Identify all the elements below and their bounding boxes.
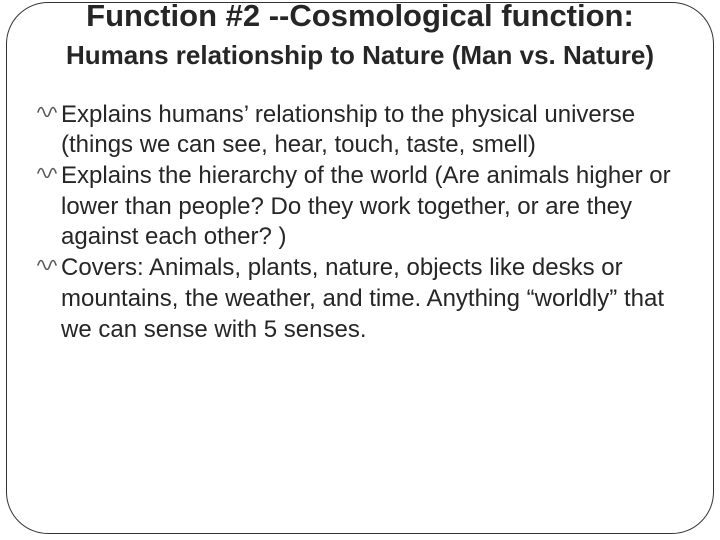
squiggle-icon (37, 164, 61, 178)
bullet-text: Covers: Animals, plants, nature, objects… (61, 253, 683, 345)
bullet-list: Explains humans’ relationship to the phy… (37, 100, 683, 346)
squiggle-icon (37, 256, 61, 270)
slide-frame: Function #2 --Cosmological function: Hum… (6, 2, 714, 534)
slide-title: Function #2 --Cosmological function: (37, 0, 683, 33)
bullet-text: Explains humans’ relationship to the phy… (61, 100, 683, 161)
list-item: Covers: Animals, plants, nature, objects… (37, 253, 683, 345)
squiggle-icon (37, 103, 61, 117)
list-item: Explains humans’ relationship to the phy… (37, 100, 683, 161)
list-item: Explains the hierarchy of the world (Are… (37, 161, 683, 253)
bullet-text: Explains the hierarchy of the world (Are… (61, 161, 683, 253)
slide-subtitle: Humans relationship to Nature (Man vs. N… (37, 39, 683, 72)
